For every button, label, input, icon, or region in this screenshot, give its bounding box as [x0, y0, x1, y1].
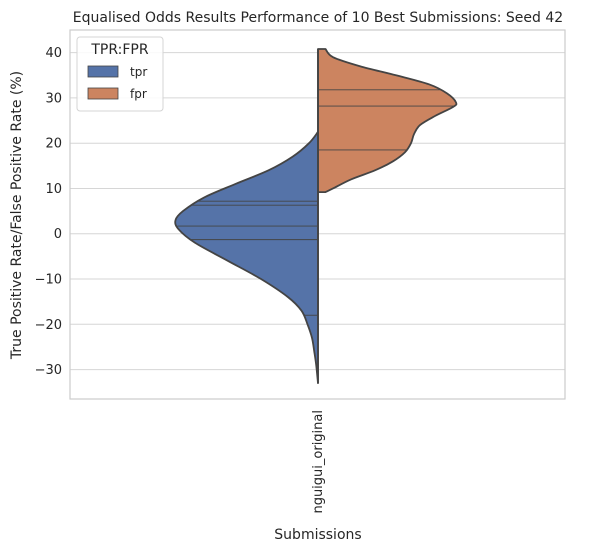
y-tick-label: 10 [45, 182, 62, 197]
y-tick-label: 20 [45, 137, 62, 152]
y-axis-ticks: −30 −20 −10 0 10 20 30 40 [35, 46, 62, 378]
x-axis-ticks: nguigui_original [311, 410, 326, 514]
chart-title: Equalised Odds Results Performance of 10… [73, 10, 563, 26]
y-axis-title: True Positive Rate/False Positive Rate (… [9, 71, 25, 360]
y-tick-label: 0 [54, 227, 62, 242]
legend-swatch-fpr [87, 87, 119, 100]
y-tick-label: 30 [45, 91, 62, 106]
x-tick-label: nguigui_original [311, 410, 326, 514]
legend-label-fpr: fpr [130, 87, 147, 101]
legend-title: TPR:FPR [90, 42, 149, 58]
y-tick-label: −20 [35, 318, 62, 333]
x-axis-title: Submissions [274, 527, 361, 543]
y-tick-label: −30 [35, 363, 62, 378]
violins [174, 48, 458, 385]
legend-swatch-tpr [87, 65, 119, 78]
legend-items: tpr fpr [87, 65, 147, 101]
legend: TPR:FPR tpr fpr [76, 36, 164, 112]
violin-fpr [317, 48, 458, 193]
violin-tpr [174, 130, 319, 385]
y-tick-label: −10 [35, 273, 62, 288]
legend-label-tpr: tpr [130, 65, 147, 79]
y-tick-label: 40 [45, 46, 62, 61]
plot-frame [69, 29, 566, 400]
